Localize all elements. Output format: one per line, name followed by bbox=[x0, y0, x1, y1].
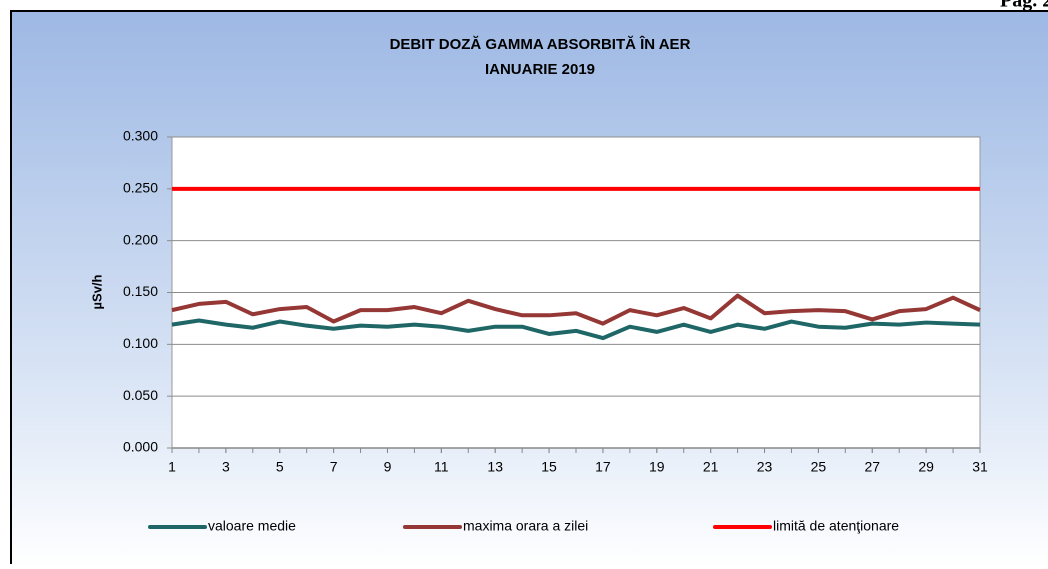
y-tick-label: 0.150 bbox=[123, 283, 158, 299]
chart-title: DEBIT DOZĂ GAMMA ABSORBITĂ ÎN AER bbox=[390, 35, 691, 53]
y-tick-label: 0.300 bbox=[123, 128, 158, 144]
chart-subtitle: IANUARIE 2019 bbox=[485, 61, 595, 78]
x-tick-label: 9 bbox=[384, 459, 392, 475]
series-line bbox=[171, 293, 981, 326]
x-tick-label: 13 bbox=[487, 459, 503, 475]
series-line bbox=[171, 318, 981, 341]
y-tick-label: 0.250 bbox=[123, 180, 158, 196]
x-tick-label: 19 bbox=[649, 459, 665, 475]
x-tick-label: 7 bbox=[330, 459, 338, 475]
x-tick-label: 11 bbox=[434, 459, 449, 475]
y-axis-label: µSv/h bbox=[89, 274, 104, 309]
y-tick-label: 0.050 bbox=[123, 387, 158, 403]
x-tick-label: 25 bbox=[811, 459, 827, 475]
x-tick-label: 3 bbox=[222, 459, 230, 475]
legend-label: maxima orara a zilei bbox=[463, 518, 588, 534]
x-tick-label: 17 bbox=[595, 459, 611, 475]
legend-label: limită de atenţionare bbox=[773, 518, 899, 534]
x-tick-label: 1 bbox=[168, 459, 176, 475]
x-tick-label: 29 bbox=[918, 459, 934, 475]
y-tick-label: 0.000 bbox=[123, 439, 158, 455]
x-tick-label: 21 bbox=[703, 459, 719, 475]
legend-label: valoare medie bbox=[208, 518, 296, 534]
x-tick-label: 23 bbox=[757, 459, 773, 475]
y-tick-label: 0.100 bbox=[123, 335, 158, 351]
x-tick-label: 27 bbox=[864, 459, 880, 475]
page-label: Pag. 2 bbox=[1000, 0, 1048, 12]
x-tick-label: 15 bbox=[541, 459, 557, 475]
y-tick-label: 0.200 bbox=[123, 231, 158, 247]
x-tick-label: 5 bbox=[276, 459, 284, 475]
x-tick-label: 31 bbox=[972, 459, 988, 475]
